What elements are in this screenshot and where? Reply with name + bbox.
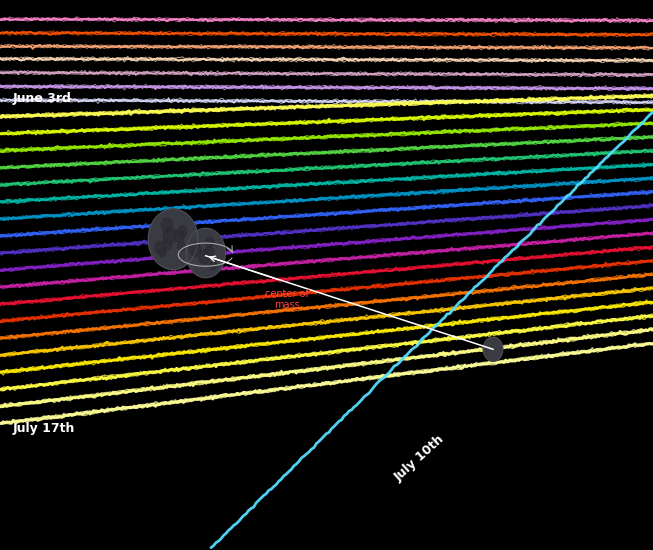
Polygon shape <box>155 230 165 243</box>
Polygon shape <box>186 228 225 278</box>
Text: center of
mass: center of mass <box>265 289 310 310</box>
Polygon shape <box>182 226 191 237</box>
Polygon shape <box>191 241 204 257</box>
Polygon shape <box>177 219 185 229</box>
Polygon shape <box>148 209 198 270</box>
Polygon shape <box>180 233 190 246</box>
Polygon shape <box>195 244 208 260</box>
Polygon shape <box>178 214 191 230</box>
Polygon shape <box>202 255 212 268</box>
Text: July 10th: July 10th <box>392 433 447 484</box>
Polygon shape <box>208 260 218 273</box>
Text: June 3rd: June 3rd <box>13 92 72 104</box>
Polygon shape <box>163 229 172 241</box>
Polygon shape <box>172 232 185 248</box>
Polygon shape <box>164 226 173 238</box>
Text: July 17th: July 17th <box>13 422 76 435</box>
Polygon shape <box>212 238 222 250</box>
Polygon shape <box>483 337 503 361</box>
